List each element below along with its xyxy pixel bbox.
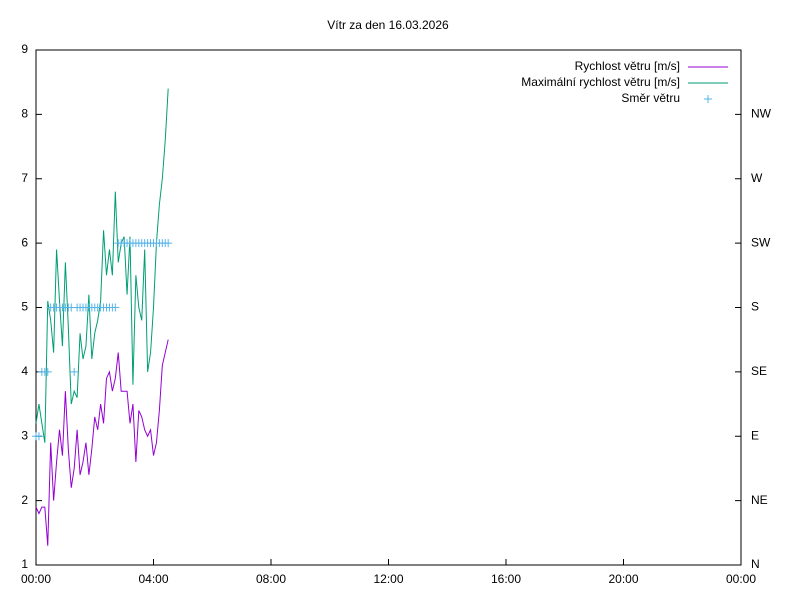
legend-label: Maximální rychlost větru [m/s] — [521, 75, 680, 89]
y2-tick-label: NW — [751, 107, 772, 121]
y-tick-label: 4 — [21, 364, 28, 378]
y2-tick-label: E — [751, 428, 759, 442]
y2-tick-label: NE — [751, 493, 768, 507]
y-tick-label: 5 — [21, 300, 28, 314]
x-tick-label: 16:00 — [491, 572, 521, 586]
y-tick-label: 2 — [21, 493, 28, 507]
chart-title: Vítr za den 16.03.2026 — [327, 18, 449, 32]
x-tick-label: 00:00 — [726, 572, 756, 586]
y-tick-label: 6 — [21, 235, 28, 249]
data-line — [35, 339, 169, 546]
legend-label: Rychlost větru [m/s] — [575, 59, 680, 73]
y-tick-label: 1 — [21, 557, 28, 571]
x-tick-label: 20:00 — [608, 572, 638, 586]
y2-tick-label: SW — [751, 235, 771, 249]
legend-label: Směr větru — [621, 91, 680, 105]
x-tick-label: 12:00 — [373, 572, 403, 586]
data-point — [70, 367, 79, 376]
legend-symbol — [704, 95, 712, 103]
x-tick-label: 04:00 — [138, 572, 168, 586]
plot-border — [35, 49, 742, 566]
data-point — [43, 367, 52, 376]
y-tick-label: 7 — [21, 171, 28, 185]
x-tick-label: 00:00 — [21, 572, 51, 586]
y-tick-label: 8 — [21, 107, 28, 121]
y2-tick-label: S — [751, 300, 759, 314]
y2-tick-label: N — [751, 557, 760, 571]
y-tick-label: 3 — [21, 428, 28, 442]
data-point — [164, 239, 173, 248]
data-point — [111, 303, 120, 312]
y-tick-label: 9 — [21, 42, 28, 56]
y2-tick-label: W — [751, 171, 763, 185]
x-tick-label: 08:00 — [256, 572, 286, 586]
data-point — [34, 432, 43, 441]
data-line — [35, 88, 169, 443]
y2-tick-label: SE — [751, 364, 767, 378]
